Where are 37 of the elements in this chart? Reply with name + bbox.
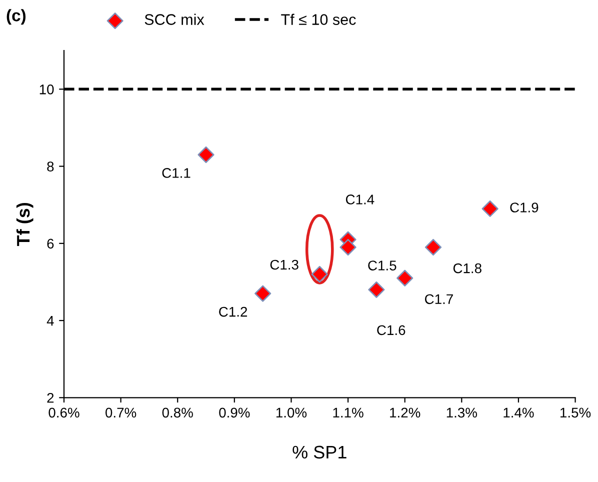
point: [254, 285, 272, 302]
point: [311, 266, 328, 283]
x-tick-label: 1.0%: [276, 408, 307, 418]
x-tick-label: 0.9%: [219, 408, 250, 418]
annotation: C1.7: [424, 294, 453, 304]
point: [340, 238, 356, 256]
annotation: C1.6: [377, 325, 406, 336]
x-tick-label: 0.7%: [106, 408, 136, 418]
point: [368, 281, 385, 298]
y-tick-label: 10: [40, 84, 54, 94]
x-axis-title: % SP1: [292, 446, 346, 459]
y-tick-label: 6: [47, 238, 54, 249]
x-tick-label: 1.3%: [446, 408, 477, 418]
point: [482, 200, 498, 218]
annotation: C1.1: [162, 168, 190, 178]
y-axis-title: Tf (s): [16, 202, 34, 246]
x-tick-label: 1.1%: [333, 408, 364, 418]
x-tick-label: 1.5%: [560, 408, 591, 418]
annotation: C1.3: [270, 260, 298, 270]
annotation: C1.4: [346, 194, 374, 204]
x-tick-label: 0.6%: [48, 408, 80, 418]
point: [198, 146, 214, 164]
chart-title: (c): [6, 9, 26, 25]
legend-label: Tf ≤ 10 sec: [281, 14, 356, 25]
y-tick-label: 2: [47, 392, 54, 403]
annotation: C1.5: [368, 260, 396, 270]
legend-label: SCC mix: [144, 14, 204, 25]
y-tick-label: 4: [46, 316, 54, 326]
annotation: C1.8: [453, 263, 482, 274]
y-tick-label: 8: [47, 162, 54, 172]
point: [396, 270, 414, 286]
x-tick-label: 1.2%: [390, 408, 420, 418]
point: [424, 238, 442, 256]
annotation: C1.9: [510, 202, 538, 212]
annotation: C1.2: [219, 306, 248, 317]
x-tick-label: 0.8%: [162, 408, 193, 418]
x-tick-label: 1.4%: [504, 408, 534, 418]
